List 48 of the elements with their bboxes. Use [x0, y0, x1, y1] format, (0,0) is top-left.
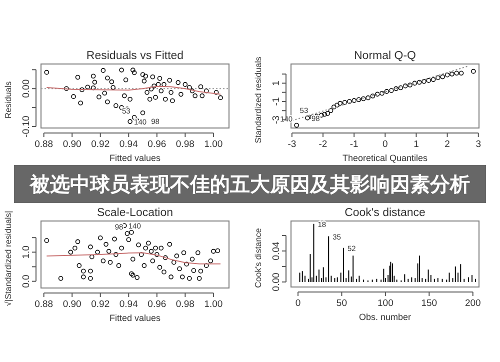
- x-axis-title: Fitted values: [109, 153, 162, 163]
- y-tick-label: 1: [271, 80, 282, 86]
- x-axis-title: Fitted values: [109, 313, 162, 323]
- y-tick-label: 1.0: [21, 246, 32, 259]
- y-axis-title: Standardized residuals: [253, 56, 263, 144]
- x-tick-label: 100: [378, 298, 394, 309]
- x-tick-label: -3: [288, 139, 296, 150]
- x-tick-label: 0.88: [34, 299, 54, 310]
- x-tick-label: 150: [421, 298, 438, 309]
- x-tick-label: 0.90: [62, 299, 82, 310]
- y-tick-label: 0.0: [21, 274, 32, 288]
- text: 被选中球员表现不佳的五大原因及其影响因素分析: [29, 172, 470, 196]
- x-tick-label: 0.88: [34, 139, 54, 150]
- x-tick-label: 50: [336, 298, 348, 309]
- x-tick-label: -2: [318, 139, 328, 150]
- x-tick-label: 0.90: [62, 139, 82, 150]
- chart-title: Scale-Location: [96, 207, 174, 219]
- x-tick-label: 1.00: [204, 139, 223, 150]
- y-tick-label: -0.10: [21, 116, 32, 138]
- x-tick-label: 0.96: [148, 299, 166, 310]
- x-tick-label: -1: [350, 139, 358, 150]
- chart-title: Residuals vs Fitted: [86, 50, 184, 62]
- x-tick-label: 0: [382, 139, 388, 150]
- chart-title: Normal Q-Q: [354, 50, 416, 62]
- x-tick-label: 0.92: [91, 139, 110, 150]
- x-tick-label: 1.00: [204, 299, 223, 310]
- x-tick-label: 0.94: [119, 299, 138, 310]
- x-tick-label: 0.94: [119, 139, 138, 150]
- x-tick-label: 0.92: [91, 299, 110, 310]
- y-tick-label: -3: [271, 116, 282, 124]
- x-tick-label: 3: [476, 139, 482, 150]
- x-tick-label: 0: [295, 298, 301, 309]
- y-axis-title: Cook's distance: [253, 228, 263, 288]
- y-tick-label: -1: [271, 97, 282, 106]
- x-axis-title: Obs. number: [358, 312, 412, 322]
- y-axis-title: √|Standardized residuals|: [3, 210, 13, 306]
- x-tick-label: 0.98: [176, 299, 194, 310]
- y-tick-label: 0.00: [271, 272, 282, 292]
- x-tick-label: 0.96: [148, 139, 166, 150]
- x-tick-label: 0.98: [176, 139, 194, 150]
- y-axis-title: Residuals: [3, 81, 13, 119]
- chart-title: Cook's distance: [344, 207, 426, 219]
- y-tick-label: 0.00: [21, 79, 32, 98]
- x-tick-label: 1: [414, 139, 419, 150]
- x-tick-label: 2: [444, 139, 450, 150]
- y-tick-label: 0.04: [271, 242, 282, 260]
- x-axis-title: Theoretical Quantiles: [342, 153, 428, 163]
- x-tick-label: 200: [464, 298, 481, 309]
